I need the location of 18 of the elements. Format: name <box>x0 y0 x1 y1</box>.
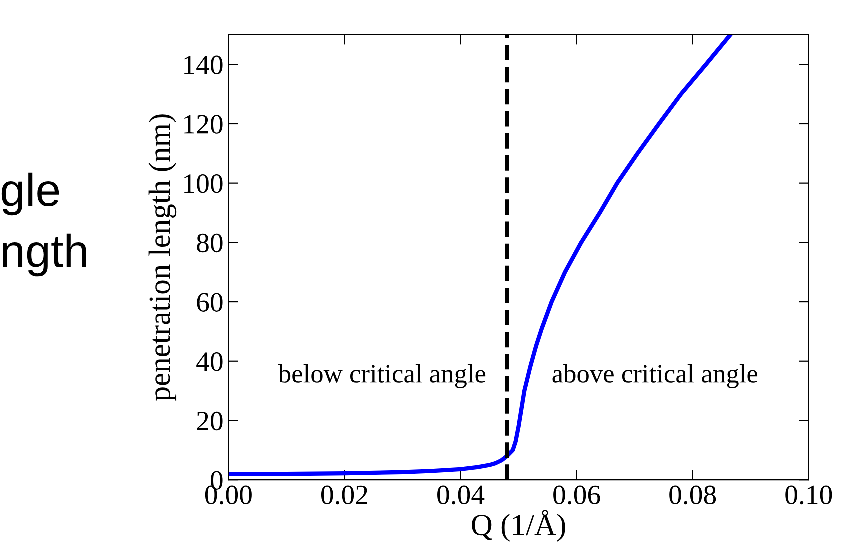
y-tick-label: 60 <box>197 293 223 312</box>
text: ngth <box>3 234 86 277</box>
y-axis-title: penetration length (nm) <box>148 114 177 402</box>
x-tick-label: 0.10 <box>786 486 832 505</box>
text: gle <box>2 172 60 216</box>
x-tick-label: 0.02 <box>321 486 368 505</box>
y-tick-label: 120 <box>184 115 223 134</box>
annotation: above critical angle <box>552 364 758 388</box>
y-tick-label: 20 <box>197 412 223 431</box>
x-axis-title: Q (1/Å) <box>472 510 566 542</box>
y-tick-label: 80 <box>197 234 223 253</box>
y-tick-label: 40 <box>196 352 223 372</box>
y-tick-label: 100 <box>184 174 223 194</box>
x-tick-label: 0.08 <box>670 486 716 505</box>
y-tick-label: 140 <box>184 56 223 75</box>
annotation: below critical angle <box>278 364 486 388</box>
x-tick-label: 0.06 <box>554 486 600 505</box>
x-tick-label: 0.04 <box>438 486 485 505</box>
